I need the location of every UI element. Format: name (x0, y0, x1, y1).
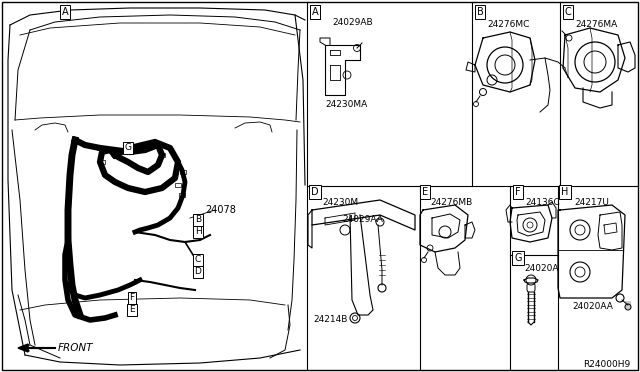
Text: 24276MA: 24276MA (575, 20, 617, 29)
Text: 24230MA: 24230MA (325, 100, 367, 109)
Bar (179, 193, 185, 197)
Text: D: D (195, 267, 202, 276)
Bar (112, 150, 118, 154)
Text: A: A (312, 7, 318, 17)
Text: C: C (195, 256, 201, 264)
Text: E: E (129, 305, 135, 314)
Text: 24020A: 24020A (524, 264, 559, 273)
Bar (157, 143, 163, 147)
Bar (127, 148, 133, 152)
Polygon shape (18, 344, 28, 352)
Bar (97, 146, 103, 150)
Bar (112, 153, 118, 157)
Text: E: E (422, 187, 428, 197)
Text: 24136C: 24136C (525, 198, 560, 207)
Bar (142, 146, 148, 150)
Text: F: F (515, 187, 521, 197)
Bar (180, 170, 186, 174)
Text: 24214B: 24214B (313, 315, 348, 324)
Text: 24276MC: 24276MC (487, 20, 529, 29)
Text: B: B (477, 7, 483, 17)
Text: FRONT: FRONT (58, 343, 93, 353)
Text: G: G (125, 144, 131, 153)
Text: 24029AA: 24029AA (342, 215, 383, 224)
Bar (159, 153, 165, 157)
Text: 24020AA: 24020AA (572, 302, 613, 311)
Text: B: B (195, 215, 201, 224)
Text: 24029AB: 24029AB (332, 18, 372, 27)
Text: A: A (61, 7, 68, 17)
Text: D: D (311, 187, 319, 197)
Text: G: G (515, 253, 522, 263)
Text: H: H (561, 187, 569, 197)
Text: C: C (564, 7, 572, 17)
Text: 24078: 24078 (205, 205, 236, 215)
Text: H: H (195, 228, 202, 237)
Text: F: F (129, 294, 134, 302)
Text: 24217U: 24217U (574, 198, 609, 207)
Bar (175, 183, 181, 187)
Text: 24230M: 24230M (322, 198, 358, 207)
Text: 24276MB: 24276MB (430, 198, 472, 207)
Text: A: A (312, 7, 318, 17)
Text: R24000H9: R24000H9 (583, 360, 630, 369)
Bar (99, 160, 105, 164)
